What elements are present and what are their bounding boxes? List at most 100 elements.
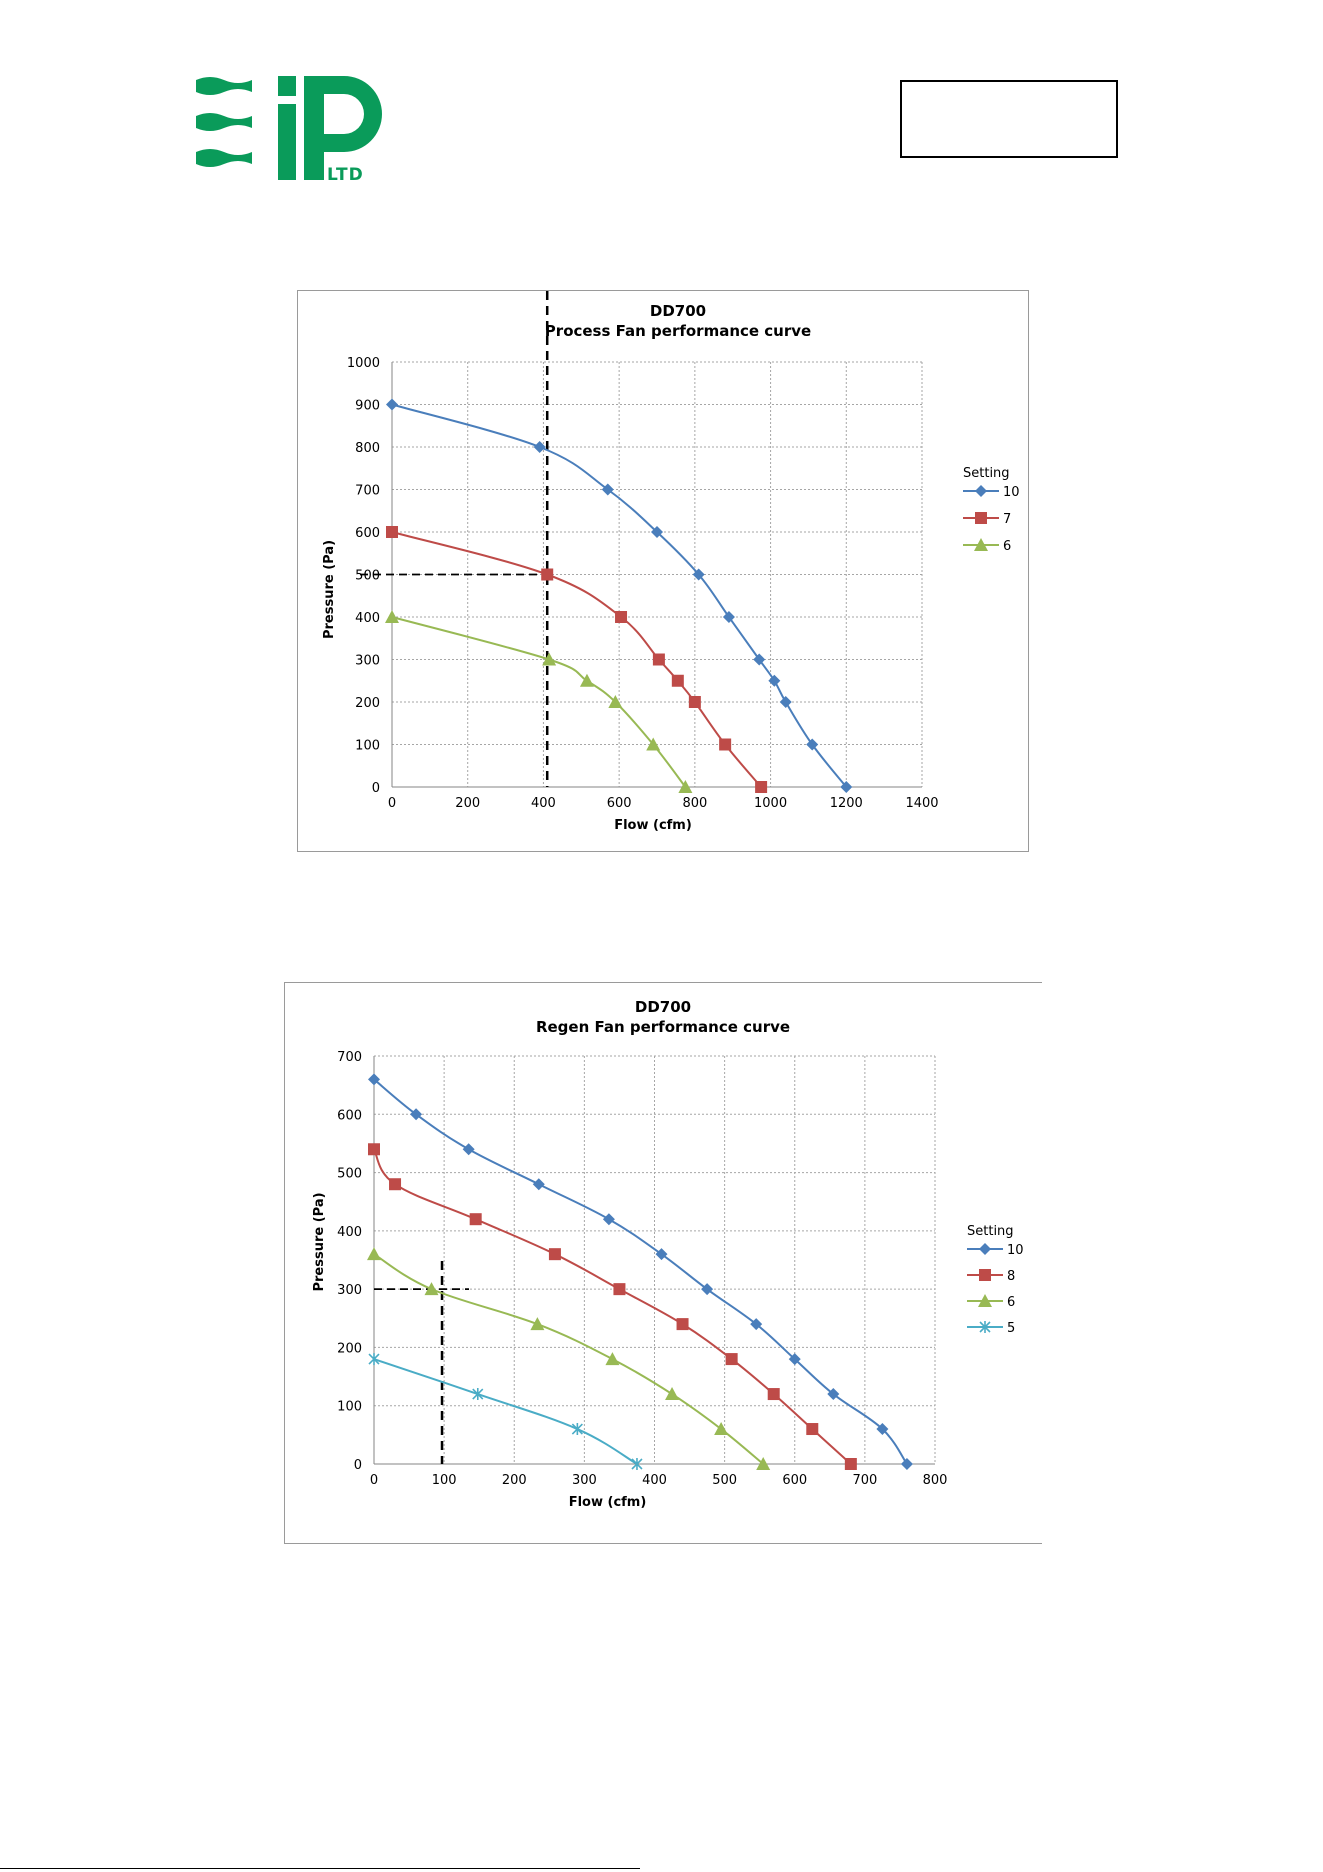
- y-tick-label: 200: [337, 1341, 362, 1356]
- y-tick-label: 400: [337, 1225, 362, 1240]
- data-point: [725, 1353, 738, 1366]
- legend-label: 8: [1007, 1269, 1015, 1284]
- legend: Setting 10 8 6 5: [967, 1224, 1024, 1336]
- y-tick-label: 300: [337, 1283, 362, 1298]
- data-point: [840, 781, 853, 793]
- x-tick-label: 0: [370, 1473, 378, 1488]
- x-tick-label: 600: [782, 1473, 807, 1488]
- legend-label: 5: [1007, 1321, 1015, 1336]
- data-point: [779, 696, 792, 708]
- y-tick-label: 500: [337, 1167, 362, 1182]
- legend-label: 6: [1007, 1295, 1015, 1310]
- x-tick-label: 500: [712, 1473, 737, 1488]
- chart-subtitle: Process Fan performance curve: [545, 322, 811, 340]
- data-point: [542, 652, 557, 666]
- x-tick-label: 800: [923, 1473, 948, 1488]
- data-point: [533, 441, 546, 453]
- data-point: [806, 738, 819, 751]
- logo-i-dot: [278, 76, 296, 96]
- legend-label: 6: [1003, 539, 1011, 554]
- data-point: [548, 1248, 561, 1261]
- chart-subtitle: Regen Fan performance curve: [536, 1018, 790, 1036]
- chart-title: DD700: [635, 998, 691, 1016]
- legend-label: 7: [1003, 512, 1011, 527]
- data-point: [631, 1458, 643, 1470]
- x-tick-label: 200: [455, 796, 480, 811]
- data-point: [410, 1108, 423, 1121]
- data-point: [806, 1423, 819, 1436]
- data-point: [368, 1073, 380, 1086]
- y-tick-label: 500: [355, 569, 380, 584]
- legend-title: Setting: [967, 1224, 1014, 1239]
- data-point: [367, 1247, 381, 1261]
- legend-marker: [979, 1243, 991, 1255]
- data-point: [665, 1387, 680, 1401]
- data-point: [900, 1458, 913, 1470]
- series-6: [367, 1247, 771, 1470]
- legend-label: 10: [1003, 485, 1020, 500]
- data-point: [756, 1457, 771, 1470]
- x-axis-title: Flow (cfm): [614, 818, 692, 833]
- data-point: [469, 1213, 482, 1226]
- x-tick-label: 700: [852, 1473, 877, 1488]
- data-point: [767, 1388, 780, 1401]
- data-point: [608, 695, 623, 708]
- data-point: [646, 737, 661, 751]
- y-axis-title: Pressure (Pa): [322, 540, 337, 639]
- x-tick-label: 300: [572, 1473, 597, 1488]
- logo-wave-2: [196, 113, 252, 131]
- y-tick-label: 0: [354, 1458, 362, 1473]
- series-8: [368, 1143, 857, 1470]
- y-tick-label: 0: [372, 781, 380, 796]
- data-point: [692, 568, 705, 581]
- data-point: [532, 1178, 545, 1191]
- y-tick-label: 400: [355, 611, 380, 626]
- y-axis-title: Pressure (Pa): [312, 1192, 327, 1291]
- data-point: [472, 1388, 484, 1401]
- data-point: [722, 611, 735, 623]
- data-point: [601, 483, 614, 496]
- x-tick-label: 600: [607, 796, 632, 811]
- series-line: [373, 1358, 638, 1465]
- company-logo: [196, 76, 382, 180]
- y-tick-label: 200: [355, 696, 380, 711]
- data-point: [750, 1318, 763, 1331]
- y-tick-label: 800: [355, 441, 380, 456]
- y-tick-label: 700: [337, 1050, 362, 1065]
- y-tick-label: 300: [355, 654, 380, 669]
- y-tick-label: 600: [337, 1108, 362, 1123]
- legend-title: Setting: [963, 466, 1010, 481]
- data-point: [844, 1458, 857, 1470]
- reference-box: [900, 80, 1118, 158]
- y-tick-label: 600: [355, 526, 380, 541]
- series-line: [373, 1148, 852, 1465]
- x-tick-label: 1200: [830, 796, 863, 811]
- legend-marker: [979, 1321, 991, 1333]
- data-point: [615, 611, 628, 623]
- x-tick-label: 400: [531, 796, 556, 811]
- legend-marker: [979, 1269, 991, 1281]
- legend-marker: [975, 485, 987, 497]
- y-tick-label: 700: [355, 484, 380, 499]
- data-point: [671, 674, 684, 687]
- process-fan-chart: DD700 Process Fan performance curve 0 200 40…: [322, 291, 1020, 833]
- data-point: [541, 568, 554, 581]
- footer-rule: [0, 1868, 640, 1869]
- legend: Setting 10 7 6: [963, 466, 1020, 554]
- data-point: [424, 1282, 439, 1296]
- grid: [373, 1055, 936, 1465]
- data-point: [571, 1423, 583, 1436]
- series-line: [373, 1078, 908, 1465]
- y-tick-label: 100: [355, 739, 380, 754]
- data-point: [719, 738, 732, 751]
- x-tick-label: 400: [642, 1473, 667, 1488]
- data-point: [613, 1283, 626, 1296]
- data-point: [389, 1178, 402, 1191]
- data-point: [605, 1352, 620, 1366]
- process-fan-chart-frame: DD700 Process Fan performance curve 0 200 40…: [297, 290, 1029, 852]
- series-10: [386, 398, 853, 793]
- data-point: [602, 1213, 615, 1226]
- regen-fan-chart-frame: DD700 Regen Fan performance curve 0 100 200 3…: [284, 982, 1042, 1544]
- logo-p: [304, 76, 382, 180]
